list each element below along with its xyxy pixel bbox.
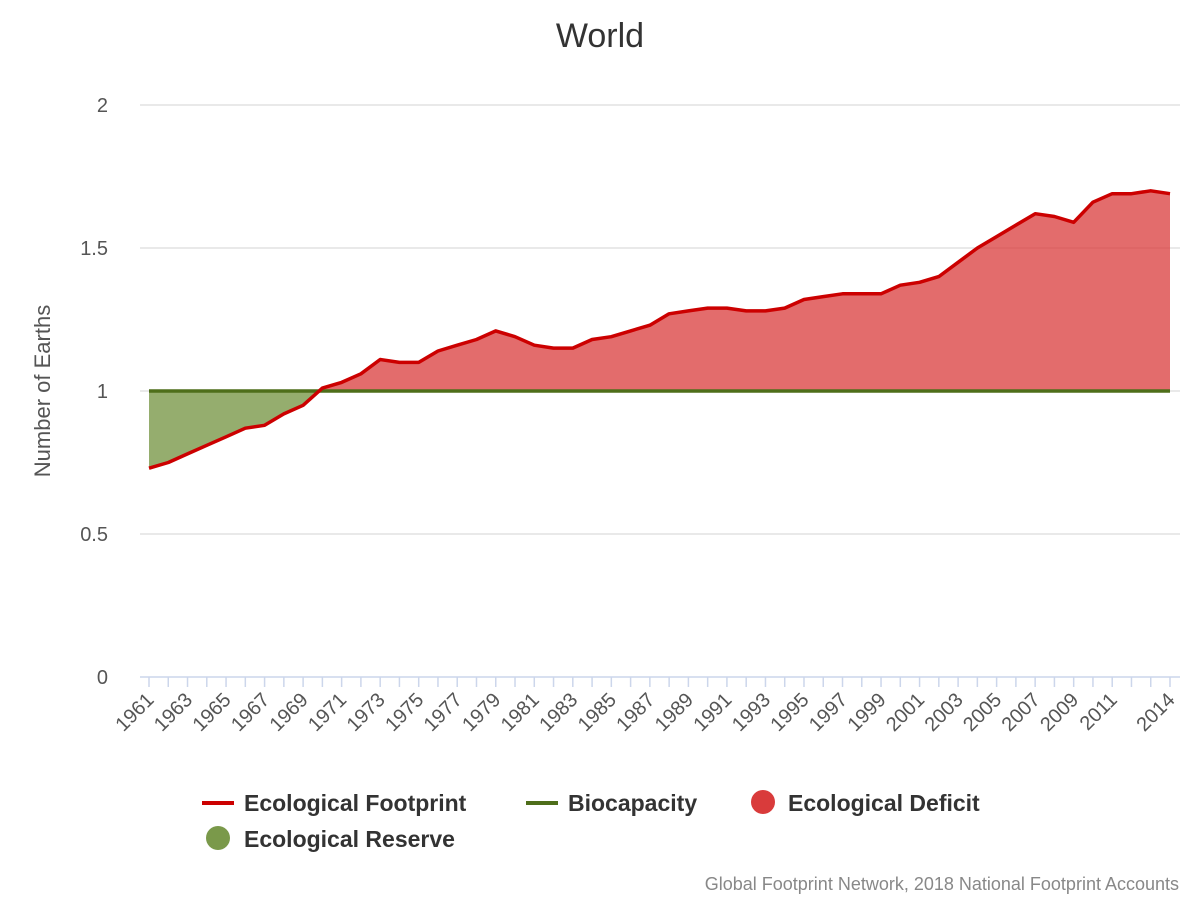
legend-label-biocapacity: Biocapacity — [568, 790, 697, 816]
reserve-area — [149, 391, 320, 469]
x-tick-label: 1985 — [574, 689, 621, 736]
deficit-area — [319, 190, 1170, 391]
x-tick-label: 2007 — [998, 689, 1045, 736]
x-tick-label: 1981 — [497, 689, 544, 736]
x-tick-label: 1979 — [458, 689, 505, 736]
x-tick-label: 1997 — [805, 689, 852, 736]
x-tick-label: 2001 — [882, 689, 929, 736]
series-lines — [148, 189, 1171, 470]
y-tick-label: 1 — [97, 381, 108, 403]
legend-swatch-deficit — [751, 790, 775, 814]
legend-item-biocapacity[interactable]: Biocapacity — [526, 790, 697, 816]
y-tick-label: 0 — [97, 667, 108, 689]
y-tick-label: 0.5 — [80, 524, 108, 546]
footprint-line[interactable] — [148, 189, 1171, 470]
x-tick-label: 1965 — [189, 689, 236, 736]
x-tick-label: 1961 — [112, 689, 159, 736]
y-axis-label: Number of Earths — [30, 305, 55, 477]
x-tick-label: 1999 — [844, 689, 891, 736]
y-tick-label: 2 — [97, 95, 108, 117]
x-tick-label: 1987 — [612, 689, 659, 736]
x-tick-label: 1989 — [651, 689, 698, 736]
legend-label-deficit: Ecological Deficit — [788, 790, 980, 816]
legend-item-reserve[interactable]: Ecological Reserve — [206, 826, 455, 852]
x-tick-label: 1969 — [266, 689, 313, 736]
x-tick-label: 1977 — [420, 689, 467, 736]
x-tick-label: 1963 — [150, 689, 197, 736]
x-tick-label: 1993 — [728, 689, 775, 736]
legend-label-reserve: Ecological Reserve — [244, 826, 455, 852]
legend: Ecological Footprint Biocapacity Ecologi… — [202, 790, 980, 852]
legend-item-footprint[interactable]: Ecological Footprint — [202, 790, 467, 816]
x-tick-label: 1991 — [689, 689, 736, 736]
x-tick-label: 1995 — [766, 689, 813, 736]
x-tick-label: 2014 — [1133, 689, 1180, 736]
legend-swatch-reserve — [206, 826, 230, 850]
y-tick-label: 1.5 — [80, 238, 108, 260]
chart-title: World — [556, 17, 644, 55]
x-tick-label: 2005 — [959, 689, 1006, 736]
credit-text[interactable]: Global Footprint Network, 2018 National … — [705, 874, 1179, 894]
x-tick-label: 1983 — [535, 689, 582, 736]
x-tick-label: 1973 — [343, 689, 390, 736]
legend-label-footprint: Ecological Footprint — [244, 790, 467, 816]
axes: 1961196319651967196919711973197519771979… — [112, 676, 1180, 736]
legend-item-deficit[interactable]: Ecological Deficit — [751, 790, 980, 816]
x-tick-label: 1971 — [304, 689, 351, 736]
x-tick-label: 2011 — [1076, 689, 1122, 735]
x-tick-label: 1967 — [227, 689, 274, 736]
areas — [149, 190, 1170, 469]
x-tick-label: 2009 — [1036, 689, 1083, 736]
x-tick-label: 2003 — [921, 689, 968, 736]
x-tick-label: 1975 — [381, 689, 428, 736]
